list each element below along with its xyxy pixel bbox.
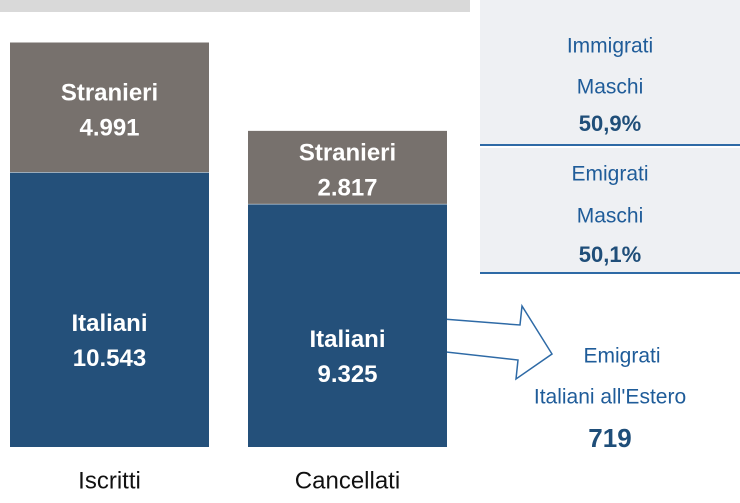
segment-value: 9.325	[317, 361, 377, 388]
annotation-value: 50,1%	[579, 242, 641, 267]
segment-value: 2.817	[317, 175, 377, 202]
segment-value: 4.991	[79, 114, 139, 141]
bar-segment	[10, 42, 209, 173]
segment-name: Italiani	[71, 310, 147, 337]
annotation-value: 50,9%	[579, 111, 641, 136]
segment-name: Stranieri	[299, 140, 396, 167]
segment-name: Italiani	[309, 326, 385, 353]
annotation-line: Emigrati	[571, 163, 648, 186]
annotation-line: Maschi	[577, 76, 644, 99]
annotation-line: Emigrati	[583, 345, 660, 368]
annotation-line: Maschi	[577, 205, 644, 228]
annotation-line: Italiani all'Estero	[534, 386, 686, 409]
bar-segment	[248, 130, 447, 204]
segment-value: 10.543	[73, 345, 146, 372]
annotation-line: Immigrati	[567, 35, 653, 58]
info-box	[480, 0, 740, 145]
info-box	[480, 148, 740, 273]
bar-segment	[10, 172, 209, 447]
x-tick-label: Cancellati	[295, 467, 400, 494]
annotation-value: 719	[588, 423, 631, 453]
segment-name: Stranieri	[61, 79, 158, 106]
top-band	[0, 0, 470, 12]
x-tick-label: Iscritti	[78, 467, 141, 494]
bar-segment	[248, 203, 447, 447]
